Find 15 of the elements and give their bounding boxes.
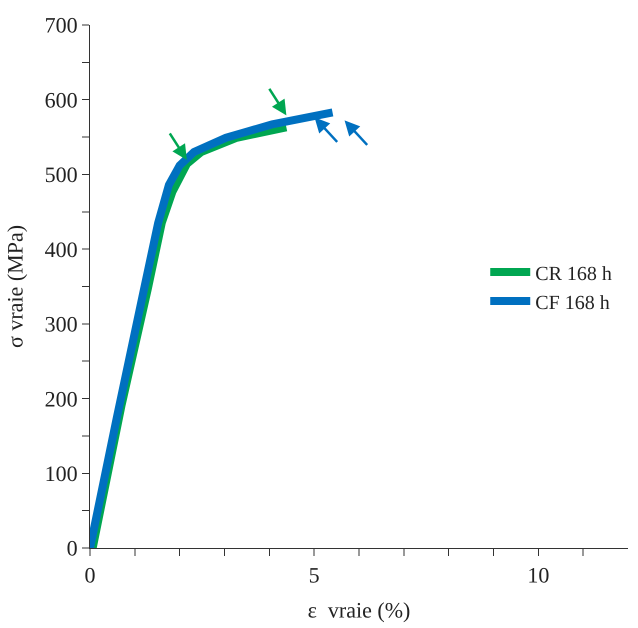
y-tick-label: 400 xyxy=(44,236,78,262)
y-tick-label: 700 xyxy=(44,12,78,38)
x-tick-label: 0 xyxy=(84,562,96,588)
x-tick-label: 10 xyxy=(527,562,550,588)
y-axis-title: σ vraie (MPa) xyxy=(2,224,28,348)
y-tick-label: 500 xyxy=(44,162,78,188)
x-tick-label: 5 xyxy=(308,562,320,588)
y-tick-label: 600 xyxy=(44,87,78,112)
y-tick-label: 0 xyxy=(66,536,78,561)
y-tick-label: 300 xyxy=(44,312,78,337)
x-axis-title: ε vraie (%) xyxy=(308,597,410,622)
y-tick-label: 100 xyxy=(44,460,78,486)
y-tick-label: 200 xyxy=(44,386,78,412)
legend-label: CR 168 h xyxy=(535,262,612,285)
legend-label: CF 168 h xyxy=(535,292,610,314)
